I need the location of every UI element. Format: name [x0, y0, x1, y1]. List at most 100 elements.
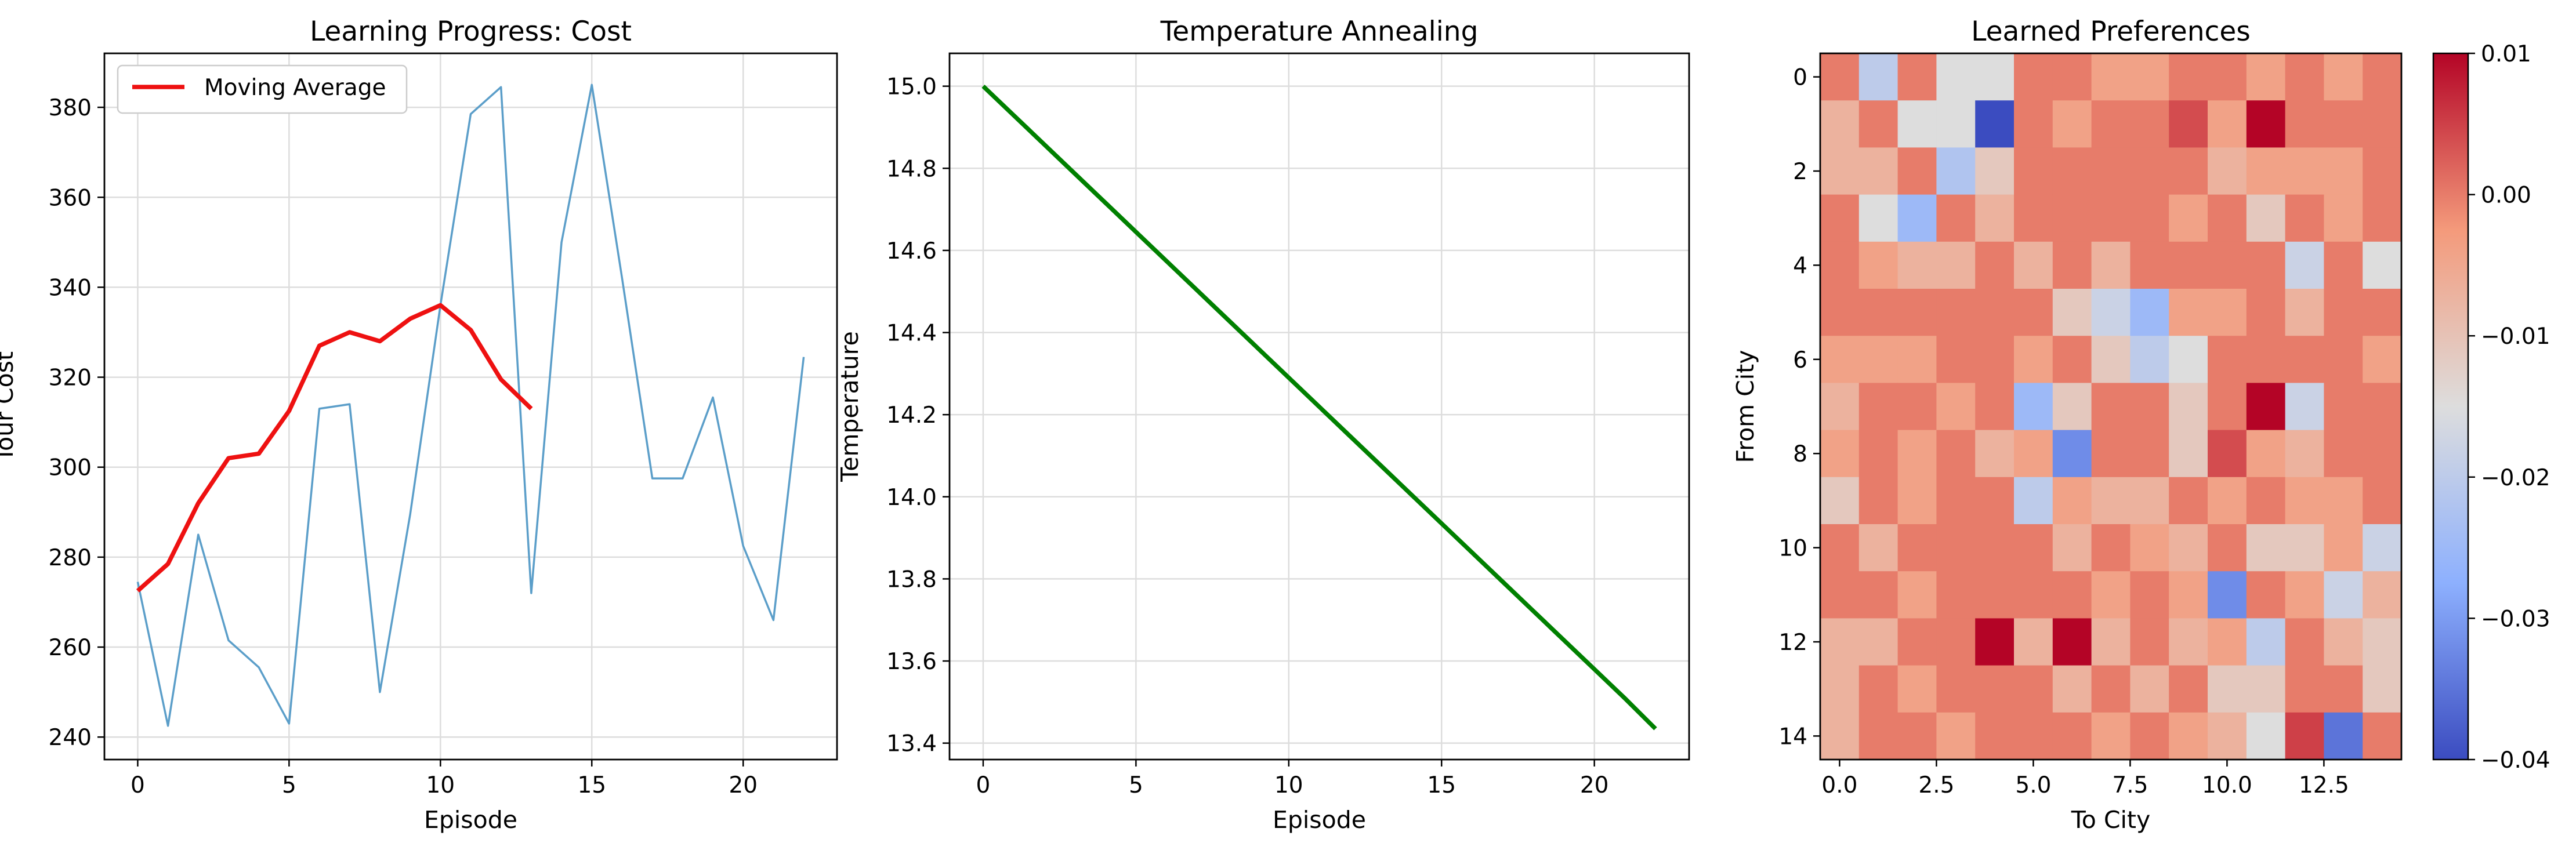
heatmap-cell: [2363, 524, 2402, 572]
chart-title: Learned Preferences: [1971, 16, 2250, 48]
heatmap-cell: [2285, 147, 2324, 195]
y-tick-label: 14.0: [886, 485, 937, 511]
heatmap-cell: [2285, 618, 2324, 666]
heatmap-cell: [2091, 524, 2131, 572]
heatmap-cell: [1858, 147, 1899, 195]
heatmap-cell: [2130, 147, 2169, 195]
heatmap-cell: [2130, 336, 2169, 383]
y-tick-label: 13.8: [886, 566, 937, 593]
heatmap-cell: [2285, 712, 2324, 760]
heatmap-cell: [1858, 336, 1899, 383]
heatmap-cell: [2169, 618, 2208, 666]
x-tick-label: 10.0: [2202, 772, 2252, 798]
heatmap-cell: [2130, 383, 2169, 431]
x-tick-label: 15: [577, 772, 606, 798]
heatmap-cell: [2246, 665, 2286, 713]
plot-frame: [1819, 52, 2403, 761]
heatmap-cell: [2014, 665, 2053, 713]
heatmap-cell: [2169, 289, 2208, 336]
heatmap-cell: [1820, 712, 1860, 760]
heatmap-cell: [1858, 241, 1899, 289]
heatmap-cell: [2363, 53, 2402, 101]
heatmap-cell: [1858, 618, 1899, 666]
heatmap-cell: [2014, 477, 2053, 525]
heatmap-cell: [2324, 618, 2363, 666]
heatmap-cell: [2285, 571, 2324, 619]
colorbar-tick-label: −0.04: [2481, 747, 2550, 773]
heatmap-cell: [1858, 571, 1899, 619]
heatmap-cell: [2208, 147, 2247, 195]
x-axis-label: Episode: [1273, 806, 1366, 834]
heatmap-cell: [2052, 241, 2092, 289]
heatmap-cell: [2324, 336, 2363, 383]
heatmap-cell: [2246, 241, 2286, 289]
heatmap-cell: [1820, 336, 1860, 383]
heatmap-cell: [2130, 571, 2169, 619]
heatmap-cell: [1936, 477, 1976, 525]
heatmap-cell: [2246, 524, 2286, 572]
heatmap-cell: [1820, 147, 1860, 195]
x-tick-label: 0: [976, 772, 991, 798]
heatmap-cell: [2052, 712, 2092, 760]
heatmap-cell: [2324, 53, 2363, 101]
heatmap-cell: [2208, 571, 2247, 619]
heatmap-cell: [1858, 53, 1899, 101]
heatmap-cell: [2014, 194, 2053, 242]
heatmap-cell: [1820, 430, 1860, 478]
heatmap-cell: [2208, 53, 2247, 101]
heatmap-cell: [2091, 289, 2131, 336]
heatmap-cell: [1897, 194, 1937, 242]
y-tick-label: 12: [1778, 630, 1807, 656]
colorbar-tick-label: −0.03: [2481, 606, 2550, 632]
heatmap-cell: [2363, 383, 2402, 431]
heatmap-cell: [1936, 712, 1976, 760]
heatmap-cell: [2363, 571, 2402, 619]
heatmap-cell: [2014, 100, 2053, 148]
heatmap-cell: [1858, 712, 1899, 760]
heatmap-cell: [2363, 477, 2402, 525]
heatmap-cell: [2246, 618, 2286, 666]
heatmap-cell: [2014, 571, 2053, 619]
heatmap-cell: [2208, 100, 2247, 148]
heatmap-cell: [2014, 336, 2053, 383]
heatmap-cell: [2363, 194, 2402, 242]
heatmap-cell: [2324, 194, 2363, 242]
y-tick-label: 14.6: [886, 238, 937, 264]
heatmap-cell: [2052, 100, 2092, 148]
heatmap-cell: [2052, 53, 2092, 101]
heatmap-cell: [1820, 571, 1860, 619]
heatmap-cell: [2324, 100, 2363, 148]
chart-title: Temperature Annealing: [1160, 16, 1479, 48]
heatmap-cell: [2324, 571, 2363, 619]
heatmap-cell: [2014, 430, 2053, 478]
x-axis-label: To City: [2071, 806, 2151, 834]
heatmap-cell: [2130, 665, 2169, 713]
heatmap-cell: [2130, 241, 2169, 289]
heatmap-cell: [1936, 571, 1976, 619]
heatmap-cell: [2246, 712, 2286, 760]
heatmap-cell: [2130, 524, 2169, 572]
y-tick-label: 240: [49, 725, 92, 751]
heatmap-cell: [1897, 571, 1937, 619]
heatmap-cell: [2130, 618, 2169, 666]
heatmap-cell: [2169, 665, 2208, 713]
heatmap-cell: [2169, 383, 2208, 431]
heatmap-cell: [1820, 383, 1860, 431]
y-tick-label: 13.4: [886, 731, 937, 757]
heatmap-cell: [2052, 147, 2092, 195]
heatmap-cell: [2052, 571, 2092, 619]
heatmap-cell: [2363, 241, 2402, 289]
heatmap-cell: [2208, 430, 2247, 478]
heatmap-cell: [1975, 524, 2015, 572]
heatmap-cell: [1975, 430, 2015, 478]
heatmap-cell: [2363, 618, 2402, 666]
heatmap-cell: [1897, 241, 1937, 289]
x-tick-label: 7.5: [2112, 772, 2148, 798]
heatmap-cell: [2169, 524, 2208, 572]
heatmap-cell: [2091, 712, 2131, 760]
heatmap-cell: [2324, 241, 2363, 289]
heatmap-cell: [2324, 712, 2363, 760]
heatmap-cell: [2208, 383, 2247, 431]
heatmap-cell: [2246, 53, 2286, 101]
heatmap-cell: [1820, 241, 1860, 289]
